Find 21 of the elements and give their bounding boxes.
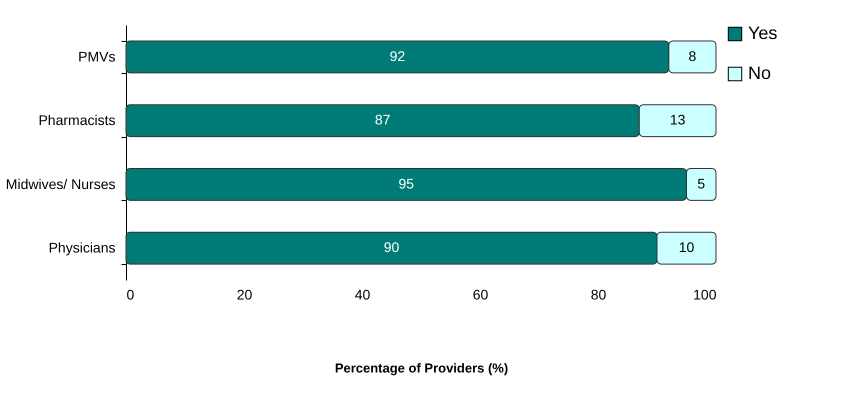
- data-label: 13: [670, 112, 686, 128]
- y-tick-label: Pharmacists: [38, 112, 116, 128]
- x-tick-label: 0: [126, 286, 134, 302]
- legend-label: Yes: [748, 23, 778, 43]
- y-tick-label: Physicians: [48, 240, 116, 256]
- x-tick-label: 80: [590, 286, 606, 302]
- x-tick-label: 40: [354, 286, 370, 302]
- data-label: 92: [390, 48, 406, 64]
- x-tick-label: 100: [693, 286, 717, 302]
- data-label: 5: [697, 175, 706, 192]
- x-tick-label: 20: [236, 286, 252, 302]
- data-label: 87: [374, 112, 391, 128]
- data-label: 8: [688, 48, 696, 64]
- data-label: 95: [398, 175, 414, 192]
- data-label: 90: [384, 239, 400, 256]
- legend-label: No: [748, 63, 772, 83]
- data-label: 10: [678, 239, 694, 256]
- y-tick-label: Midwives/ Nurses: [6, 176, 116, 192]
- y-tick-label: PMVs: [78, 48, 116, 64]
- x-axis-title: Percentage of Providers (%): [334, 360, 508, 376]
- x-tick-label: 60: [472, 286, 488, 302]
